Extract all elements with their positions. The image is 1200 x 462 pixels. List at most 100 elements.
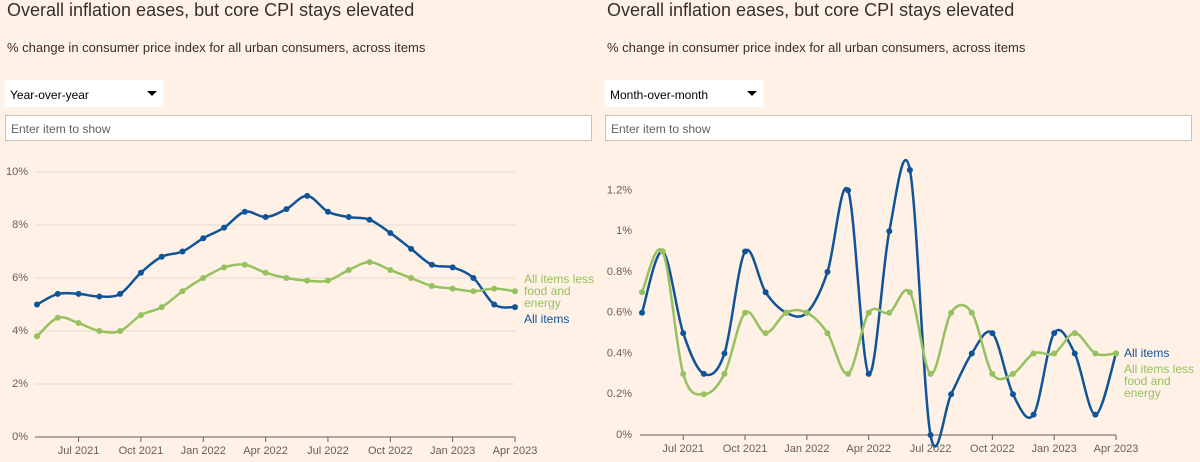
- data-point: [886, 309, 893, 316]
- data-point: [179, 288, 186, 295]
- x-tick-label: Jul 2022: [910, 443, 952, 455]
- data-point: [639, 289, 645, 296]
- search-input[interactable]: Enter item to show: [5, 115, 592, 141]
- y-tick-label: 2%: [12, 378, 28, 390]
- data-point: [262, 269, 269, 276]
- data-point: [1051, 330, 1058, 337]
- x-tick-label: Apr 2022: [243, 445, 288, 457]
- data-point: [803, 309, 810, 316]
- data-point: [221, 224, 228, 231]
- data-point: [283, 275, 290, 281]
- data-point: [927, 432, 934, 438]
- data-point: [179, 248, 186, 255]
- data-point: [470, 275, 477, 281]
- data-point: [387, 229, 394, 236]
- data-point: [968, 350, 975, 357]
- data-point: [1009, 370, 1016, 377]
- data-point: [470, 288, 477, 295]
- data-point: [512, 288, 518, 295]
- x-tick-label: Oct 2022: [368, 445, 413, 457]
- y-tick-label: 0%: [12, 431, 28, 443]
- y-tick-label: 1.2%: [607, 184, 632, 196]
- data-point: [1113, 350, 1119, 357]
- data-point: [948, 309, 955, 316]
- data-point: [824, 330, 831, 337]
- data-point: [241, 208, 248, 215]
- data-point: [1030, 411, 1037, 418]
- data-point: [366, 216, 373, 223]
- data-point: [54, 290, 61, 297]
- data-point: [1071, 350, 1078, 357]
- data-point: [783, 309, 790, 316]
- x-tick-label: Jan 2022: [181, 445, 226, 457]
- data-point: [512, 304, 518, 311]
- x-tick-label: Jan 2023: [430, 445, 475, 457]
- data-point: [865, 370, 872, 377]
- y-tick-label: 8%: [12, 219, 28, 231]
- data-point: [408, 245, 415, 252]
- data-point: [137, 312, 144, 319]
- data-point: [762, 330, 769, 337]
- y-tick-label: 10%: [6, 166, 28, 178]
- data-point: [117, 290, 124, 297]
- data-point: [428, 261, 435, 268]
- data-point: [200, 235, 207, 242]
- data-point: [75, 290, 82, 297]
- data-point: [137, 269, 144, 276]
- data-point: [449, 285, 456, 292]
- series-label: All items: [1124, 347, 1170, 361]
- series-label-text: All items: [524, 313, 570, 327]
- series-line: [640, 159, 1118, 448]
- data-point: [721, 370, 728, 377]
- chart-subtitle: % change in consumer price index for all…: [7, 40, 426, 55]
- data-point: [262, 214, 269, 221]
- data-point: [1092, 411, 1099, 418]
- data-point: [304, 277, 311, 284]
- data-point: [824, 268, 831, 275]
- x-tick-label: Oct 2022: [970, 443, 1015, 455]
- data-point: [948, 391, 955, 398]
- data-point: [845, 187, 852, 194]
- data-point: [96, 328, 103, 334]
- dropdown[interactable]: Month-over-month: [605, 80, 763, 107]
- data-point: [324, 208, 331, 215]
- series-line: [36, 194, 516, 309]
- data-point: [968, 309, 975, 316]
- data-point: [700, 370, 707, 377]
- y-tick-label: 0.4%: [607, 347, 632, 359]
- x-tick-label: Apr 2023: [1094, 443, 1139, 455]
- x-tick-label: Oct 2021: [119, 445, 164, 457]
- data-point: [1051, 350, 1058, 357]
- data-point: [221, 264, 228, 271]
- data-point: [845, 370, 852, 377]
- series-label-text: All items: [1124, 347, 1170, 361]
- chart-title: Overall inflation eases, but core CPI st…: [607, 0, 1015, 20]
- y-tick-label: 0.8%: [607, 266, 632, 278]
- data-point: [886, 228, 893, 235]
- x-tick-label: Apr 2022: [846, 443, 891, 455]
- series-label: All items: [524, 313, 570, 327]
- data-point: [241, 261, 248, 268]
- y-tick-label: 0%: [616, 429, 632, 441]
- data-point: [345, 267, 352, 274]
- y-tick-label: 4%: [12, 325, 28, 337]
- search-input[interactable]: Enter item to show: [605, 115, 1192, 141]
- data-point: [75, 320, 82, 327]
- data-point: [96, 293, 103, 300]
- data-point: [1092, 350, 1099, 357]
- data-point: [158, 304, 165, 311]
- data-point: [304, 192, 311, 199]
- data-point: [927, 370, 934, 377]
- chart-subtitle: % change in consumer price index for all…: [607, 40, 1026, 55]
- data-point: [117, 328, 124, 334]
- data-point: [762, 289, 769, 296]
- data-point: [742, 248, 749, 255]
- series-label-text: All items less food and energy: [1124, 363, 1195, 401]
- dropdown[interactable]: Year-over-year: [5, 80, 163, 107]
- data-point: [449, 264, 456, 271]
- data-point: [639, 309, 645, 316]
- data-point: [324, 277, 331, 284]
- data-point: [200, 275, 207, 281]
